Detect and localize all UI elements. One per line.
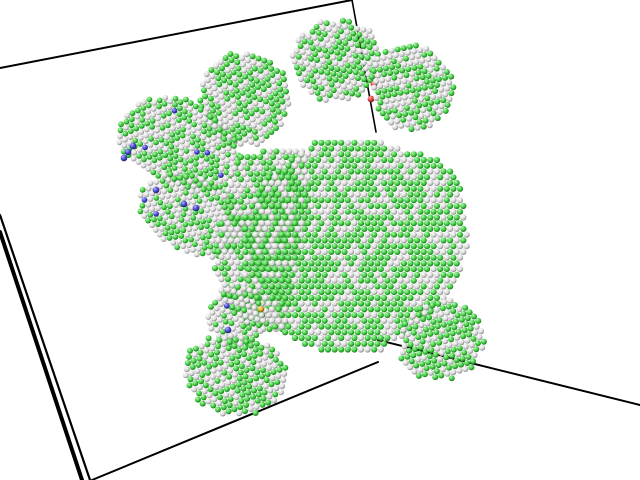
frame-edge-right bbox=[377, 339, 640, 406]
particle-top-right-b bbox=[368, 42, 457, 133]
frame-edge-left bbox=[0, 213, 92, 480]
particle-bottom-left bbox=[182, 332, 289, 417]
frame-edge-top bbox=[0, 0, 353, 69]
particle-large-center bbox=[239, 139, 470, 353]
frame-edge-bottom bbox=[91, 361, 379, 480]
frame-edge-vertical bbox=[351, 0, 377, 133]
particle-top-left bbox=[197, 51, 292, 149]
frame-edge-left-shadow bbox=[0, 230, 84, 480]
particle-top-right-a bbox=[289, 17, 381, 103]
particle-bottom-right bbox=[398, 297, 487, 382]
nanoparticle-cluster bbox=[116, 17, 487, 417]
